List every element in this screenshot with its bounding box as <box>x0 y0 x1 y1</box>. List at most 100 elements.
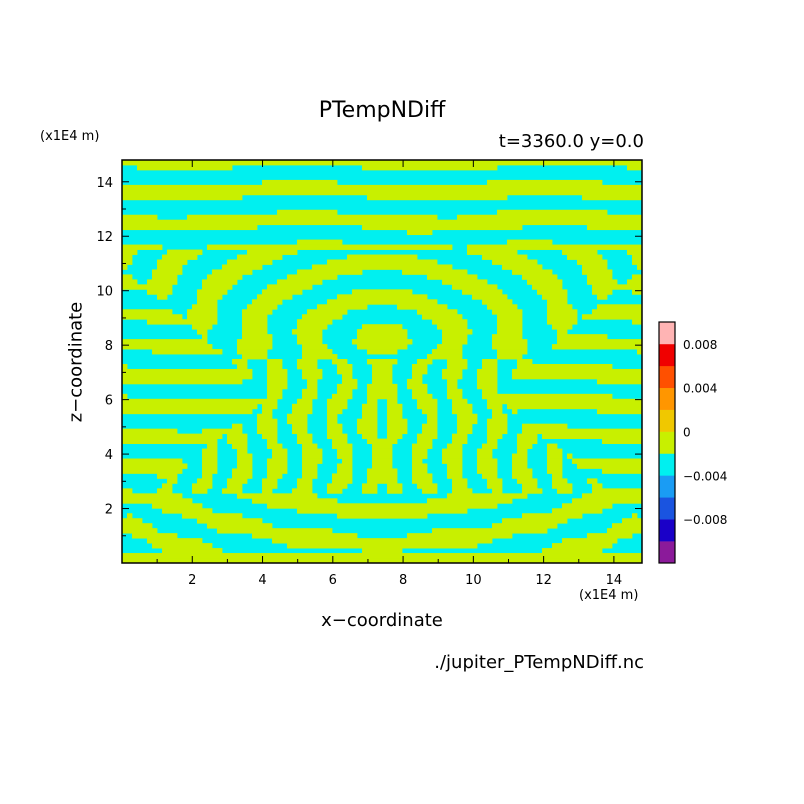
field-band <box>122 344 213 350</box>
x-tick-label: 4 <box>258 573 266 588</box>
field-band <box>257 294 293 300</box>
field-band <box>202 279 238 285</box>
field-band <box>337 463 353 469</box>
field-band <box>592 284 642 290</box>
field-band <box>522 428 642 435</box>
field-band <box>517 448 528 454</box>
field-band <box>387 408 403 415</box>
field-band <box>287 418 308 425</box>
field-band <box>372 443 393 449</box>
field-band <box>237 448 248 454</box>
field-band <box>452 284 498 290</box>
field-band <box>152 274 178 280</box>
field-band <box>417 309 458 315</box>
field-band <box>632 274 642 280</box>
y-tick-label: 8 <box>105 339 113 354</box>
field-band <box>352 339 413 345</box>
field-band <box>567 453 573 459</box>
field-band <box>327 259 438 265</box>
field-band <box>492 334 523 340</box>
field-band <box>227 483 243 489</box>
field-band <box>402 269 468 275</box>
field-band <box>267 473 283 479</box>
field-band <box>302 373 323 380</box>
colorbar-swatch <box>659 497 675 520</box>
field-band <box>122 259 133 265</box>
field-band <box>542 433 642 440</box>
field-band <box>582 264 608 270</box>
field-band <box>337 448 353 454</box>
x-tick-label: 2 <box>188 573 196 588</box>
field-band <box>297 398 313 405</box>
field-band <box>552 508 603 514</box>
field-band <box>302 344 328 350</box>
field-band <box>412 388 428 395</box>
field-band <box>417 359 433 365</box>
field-band <box>422 423 438 430</box>
x-tick-label: 8 <box>399 573 407 588</box>
field-band <box>587 279 618 285</box>
field-band <box>447 468 463 474</box>
field-band <box>302 468 318 474</box>
x-tick-label: 6 <box>329 573 337 588</box>
field-band <box>302 314 343 320</box>
field-band <box>297 483 313 489</box>
field-band <box>537 289 568 295</box>
field-band <box>512 453 528 459</box>
field-band <box>122 493 183 499</box>
field-band <box>157 473 178 479</box>
colorbar-tick-label: 0.004 <box>683 382 717 396</box>
field-band <box>122 528 158 534</box>
field-band <box>517 433 538 440</box>
field-band <box>157 294 168 300</box>
field-band <box>202 468 218 474</box>
field-band <box>512 458 528 464</box>
field-band <box>477 468 498 474</box>
field-band <box>242 354 268 360</box>
field-band <box>632 289 642 295</box>
field-band <box>122 438 218 444</box>
field-band <box>347 254 418 260</box>
colorbar-swatch <box>659 453 675 476</box>
field-band <box>457 214 642 221</box>
field-band <box>222 264 263 270</box>
field-band <box>442 329 473 335</box>
field-band <box>572 498 642 504</box>
field-band <box>512 468 533 474</box>
field-band <box>412 453 428 459</box>
field-band <box>252 498 338 504</box>
field-band <box>237 458 253 464</box>
field-band <box>267 383 288 390</box>
field-band <box>337 368 353 375</box>
field-band <box>632 254 642 260</box>
field-band <box>477 458 498 464</box>
field-band <box>512 269 553 275</box>
field-band <box>122 378 243 385</box>
field-band <box>512 408 518 415</box>
field-band <box>562 538 618 544</box>
field-band <box>162 508 213 514</box>
colorbar-tick-label: 0 <box>683 426 691 440</box>
field-band <box>167 249 203 255</box>
field-band <box>267 503 498 509</box>
field-band <box>237 349 268 355</box>
field-band <box>487 418 508 425</box>
field-band <box>192 324 213 330</box>
field-band <box>542 548 603 554</box>
field-band <box>267 373 288 380</box>
field-band <box>367 393 398 400</box>
field-band <box>337 363 353 370</box>
field-band <box>557 329 568 335</box>
field-band <box>442 458 463 464</box>
field-band <box>267 443 283 449</box>
field-band <box>362 324 403 330</box>
field-band <box>192 304 218 310</box>
field-band <box>412 448 428 454</box>
field-band <box>442 453 463 459</box>
field-band <box>362 403 378 410</box>
field-band <box>122 249 138 255</box>
chart-subtitle: t=3360.0 y=0.0 <box>498 131 644 152</box>
field-band <box>517 359 533 365</box>
field-band <box>262 289 303 295</box>
field-band <box>247 304 278 310</box>
